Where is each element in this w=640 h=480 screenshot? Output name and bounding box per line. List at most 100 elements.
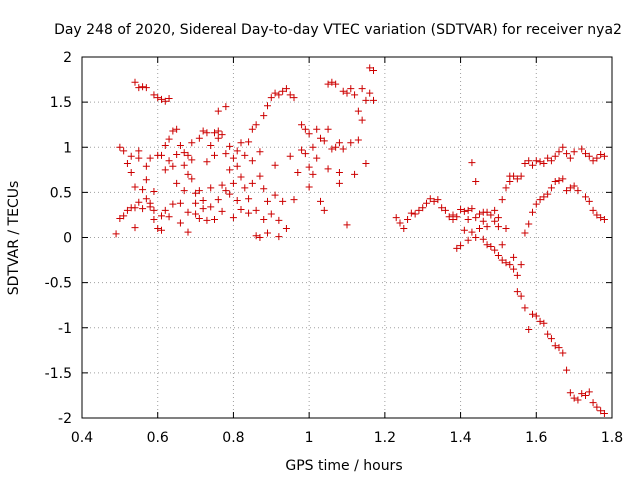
data-point [566,154,574,162]
data-point [123,159,131,167]
data-point [578,145,586,153]
data-point [468,159,476,167]
data-point [169,127,177,135]
data-point [161,166,169,174]
data-point [195,187,203,195]
data-point [464,215,472,223]
data-point [195,134,203,142]
data-point [517,261,525,269]
data-point [347,85,355,93]
data-point [165,135,173,143]
data-point [214,107,222,115]
data-point [233,162,241,170]
data-point [460,207,468,215]
x-axis-label: GPS time / hours [285,458,402,474]
data-point [555,344,563,352]
data-point [551,178,559,186]
data-point [525,326,533,334]
data-point [192,210,200,218]
data-point [248,125,256,133]
data-point [415,206,423,214]
data-point [407,209,415,217]
data-point [184,228,192,236]
data-point [237,206,245,214]
data-point [264,229,271,237]
data-point [324,125,332,133]
data-point [282,85,290,93]
data-point [226,142,234,150]
data-point [339,87,347,95]
data-point [150,91,158,99]
data-point [324,165,332,173]
data-point [570,182,578,190]
data-point [252,206,260,214]
data-point [313,154,321,162]
data-point [347,139,355,147]
data-point [184,170,192,178]
data-point [245,195,253,203]
data-point [158,95,165,103]
data-point [309,143,317,151]
data-point [411,210,419,218]
data-point [472,214,480,222]
data-point [483,208,491,216]
data-point [510,265,518,273]
data-point [275,216,283,224]
data-point [218,131,226,139]
data-point [570,148,578,156]
data-point [343,221,351,229]
data-point [582,150,589,158]
data-point [237,139,245,147]
data-point [566,389,574,397]
data-point [241,151,249,159]
data-point [502,224,510,232]
data-point [199,127,207,135]
data-point [146,203,154,211]
data-point [211,151,218,159]
data-point [120,212,128,220]
y-tick-label: 1 [63,140,72,156]
data-point [544,154,552,162]
data-point [203,129,211,137]
data-point [510,172,518,180]
data-point [362,159,370,167]
data-point [582,391,589,399]
data-point [540,319,548,327]
data-point [574,396,582,404]
data-point [506,261,514,269]
data-point [154,224,162,232]
data-point [559,143,567,151]
data-point [305,183,313,191]
data-point [487,243,495,251]
data-point [173,150,181,158]
data-point [555,177,563,185]
y-tick-label: 0.5 [50,185,72,201]
data-point [317,134,324,142]
data-point [165,95,173,103]
data-point [207,141,215,149]
data-point [256,172,264,180]
chart-title: Day 248 of 2020, Sidereal Day-to-day VTE… [54,22,622,38]
data-point [264,197,271,205]
data-point [540,193,548,201]
data-point [419,204,427,212]
data-point [139,83,147,91]
data-point [158,151,165,159]
data-point [589,399,597,407]
x-tick-label: 1.6 [525,430,547,446]
data-point [529,161,536,169]
data-point [570,394,578,402]
data-point [479,235,487,243]
data-point [400,224,408,232]
y-tick-label: -1 [58,321,72,337]
data-point [252,232,260,240]
data-point [536,317,544,325]
data-point [158,226,165,234]
data-point [169,162,177,170]
data-point [597,214,605,222]
data-point [544,330,552,338]
data-point [279,197,287,205]
data-point [120,147,128,155]
data-point [161,206,169,214]
data-point [332,143,340,151]
